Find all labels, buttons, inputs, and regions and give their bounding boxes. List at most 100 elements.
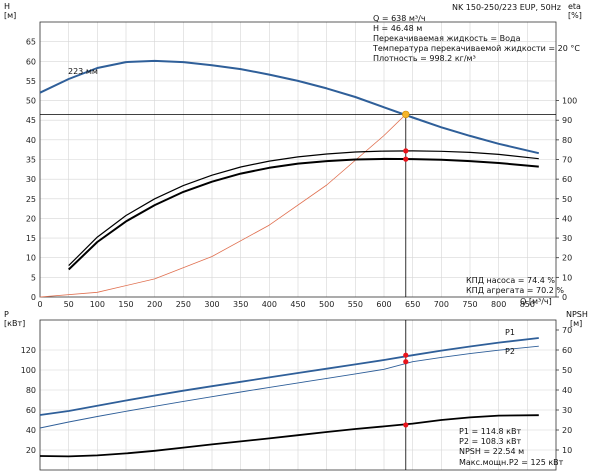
upper-panel: 0 50 100 150 200 250 300 350 400 450 500 550 600 650 7…: [26, 21, 577, 309]
power-tick-label: 120: [21, 346, 36, 355]
info-p2: P2 = 108.3 кВт: [459, 437, 521, 446]
x-tick-label: 600: [376, 300, 391, 309]
power-tick-label: 60: [26, 406, 36, 415]
info-temperature: Температура перекачиваемой жидкости = 20…: [372, 44, 580, 53]
x-tick-label: 700: [434, 300, 449, 309]
duty-point-marker: [402, 110, 410, 119]
info-liquid: Перекачиваемая жидкость = Вода: [373, 34, 521, 43]
eta-axis-label: eta: [568, 2, 581, 11]
eta-tick-label: 60: [562, 175, 572, 184]
eta-axis-unit: [%]: [568, 11, 582, 20]
npsh-axis-unit: [м]: [570, 319, 582, 328]
npsh-tick-label: 70: [562, 326, 572, 335]
x-tick-label: 400: [262, 300, 277, 309]
x-tick-label: 800: [491, 300, 506, 309]
lower-panel: 20 40 60 80 100 120 10 20 30 40 50 60 70: [21, 319, 572, 471]
efficiency-info-block: КПД насоса = 74.4 % КПД агрегата = 70.2 …: [466, 276, 564, 295]
x-tick-label: 450: [290, 300, 305, 309]
eta-tick-label: 30: [562, 234, 572, 243]
pump-model-label: NK 150-250/223 EUP, 50Hz: [452, 3, 561, 12]
operating-point-marker: [403, 156, 409, 162]
head-tick-label: 25: [26, 195, 36, 204]
head-tick-label: 20: [26, 214, 36, 223]
power-tick-label: 40: [26, 426, 36, 435]
duty-info-block: Q = 638 м³/ч H = 46.48 м Перекачиваемая …: [372, 14, 580, 63]
x-tick-label: 650: [405, 300, 420, 309]
eta-tick-label: 10: [562, 273, 572, 282]
p2-curve: [39, 345, 539, 429]
x-tick-label: 300: [204, 300, 219, 309]
npsh-tick-label: 30: [562, 406, 572, 415]
plot-frame: [39, 21, 557, 298]
eta-tick-label: 70: [562, 156, 572, 165]
eta_unit-curve: [68, 157, 539, 271]
npsh-axis-label: NPSH: [566, 310, 588, 319]
x-tick-label: 350: [233, 300, 248, 309]
head-tick-label: 10: [26, 254, 36, 263]
info-unit-efficiency: КПД агрегата = 70.2 %: [466, 286, 564, 295]
p1-series-label: P1: [505, 328, 515, 337]
impeller-diameter-label: 223 мм: [68, 67, 98, 76]
head-tick-label: 30: [26, 175, 36, 184]
info-p1: P1 = 114.8 кВт: [459, 427, 521, 436]
power-tick-label: 20: [26, 446, 36, 455]
operating-point-marker: [403, 422, 409, 428]
head-tick-label: 45: [26, 116, 36, 125]
npsh-tick-label: 50: [562, 366, 572, 375]
x-tick-label: 850: [520, 300, 535, 309]
eta-tick-label: 0: [562, 293, 567, 302]
eta_pump-curve: [68, 150, 539, 267]
eta-tick-label: 40: [562, 214, 572, 223]
head-tick-label: 65: [26, 38, 36, 47]
power-info-block: P1 = 114.8 кВт P2 = 108.3 кВт NPSH = 22.…: [459, 427, 564, 467]
operating-point-marker: [403, 148, 409, 154]
power-tick-label: 100: [21, 366, 36, 375]
x-tick-label: 100: [90, 300, 105, 309]
x-tick-label: 150: [118, 300, 133, 309]
info-npsh: NPSH = 22.54 м: [459, 447, 524, 456]
eta-tick-label: 20: [562, 254, 572, 263]
operating-point-marker: [403, 352, 409, 358]
head-curve: [39, 59, 540, 155]
operating-point-marker: [403, 359, 409, 365]
head-tick-label: 40: [26, 136, 36, 145]
info-flow: Q = 638 м³/ч: [373, 14, 426, 23]
x-tick-label: 750: [462, 300, 477, 309]
head-axis-label: H: [4, 2, 10, 11]
head-axis-unit: [м]: [4, 11, 16, 20]
x-tick-label: 50: [64, 300, 74, 309]
head-tick-label: 0: [31, 293, 36, 302]
system-curve: [39, 114, 407, 298]
info-density: Плотность = 998.2 кг/м³: [373, 54, 476, 63]
info-max-power: Макс.мощн.P2 = 125 кВт: [459, 458, 564, 467]
head-tick-label: 55: [26, 77, 36, 86]
info-pump-efficiency: КПД насоса = 74.4 %: [466, 276, 555, 285]
head-tick-label: 15: [26, 234, 36, 243]
eta-tick-label: 100: [562, 97, 577, 106]
npsh-tick-label: 20: [562, 426, 572, 435]
x-tick-label: 550: [348, 300, 363, 309]
power-axis-label: P: [4, 310, 9, 319]
p2-series-label: P2: [505, 347, 515, 356]
power-tick-label: 80: [26, 386, 36, 395]
npsh-tick-label: 60: [562, 346, 572, 355]
head-tick-label: 5: [31, 273, 36, 282]
plot-frame: [39, 319, 557, 471]
info-head: H = 46.48 м: [373, 24, 422, 33]
x-tick-label: 250: [176, 300, 191, 309]
npsh-tick-label: 40: [562, 386, 572, 395]
x-tick-label: 0: [37, 300, 42, 309]
npsh-tick-label: 10: [562, 446, 572, 455]
eta-tick-label: 90: [562, 116, 572, 125]
p1-curve: [39, 337, 539, 416]
npsh-curve: [39, 414, 539, 458]
flow-axis-label: Q [м³/ч]: [520, 297, 552, 306]
x-tick-label: 500: [319, 300, 334, 309]
eta-tick-label: 80: [562, 136, 572, 145]
head-tick-label: 35: [26, 156, 36, 165]
power-axis-unit: [кВт]: [4, 319, 25, 328]
eta-tick-label: 50: [562, 195, 572, 204]
head-tick-label: 60: [26, 57, 36, 66]
head-tick-label: 50: [26, 97, 36, 106]
